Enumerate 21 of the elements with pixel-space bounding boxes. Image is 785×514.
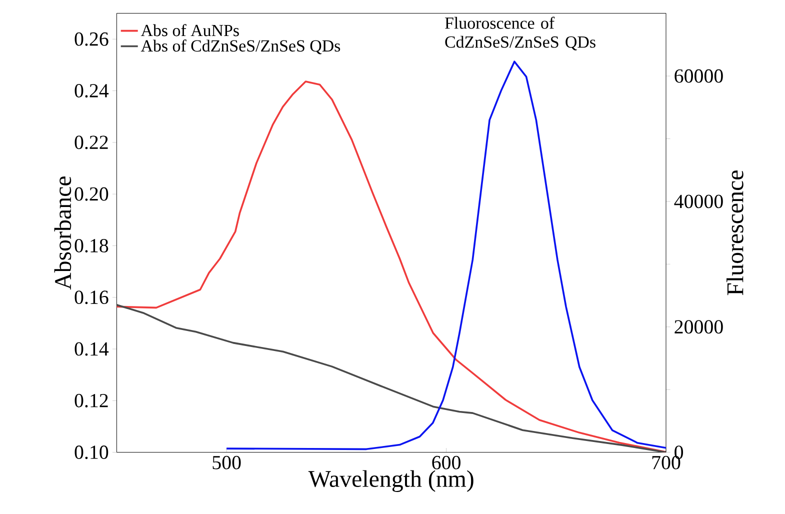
y-tick-label: 0.16	[74, 290, 108, 304]
line-series	[226, 60, 666, 450]
legend-label: Abs of CdZnSeS/ZnSeS QDs	[140, 40, 340, 54]
y2-axis-title: Fluorescence	[726, 170, 744, 296]
y2-tick-label: 60000	[674, 69, 723, 83]
y-tick-label: 0.10	[74, 446, 108, 460]
x-tick-label: 500	[212, 456, 241, 470]
y-axis-title: Absorbance	[54, 176, 72, 290]
legend-label: Abs of AuNPs	[140, 24, 239, 36]
x-tick-label: 600	[432, 456, 460, 470]
y-tick-label: 0.20	[74, 187, 108, 201]
y-tick-label: 0.22	[74, 136, 108, 150]
y2-tick-label: 40000	[674, 194, 723, 208]
x-axis-title: Wavelength (nm)	[308, 470, 474, 492]
y-tick-label: 0.14	[74, 342, 109, 356]
y-tick-label: 0.24	[74, 84, 109, 98]
y2-tick-label: 20000	[674, 320, 723, 334]
series-label: Fluoroscence of CdZnSeS/ZnSeS QDs	[445, 16, 596, 50]
y-tick-label: 0.18	[74, 238, 108, 252]
y-tick-label: 0.12	[74, 394, 108, 408]
y-tick-label: 0.26	[74, 32, 108, 46]
